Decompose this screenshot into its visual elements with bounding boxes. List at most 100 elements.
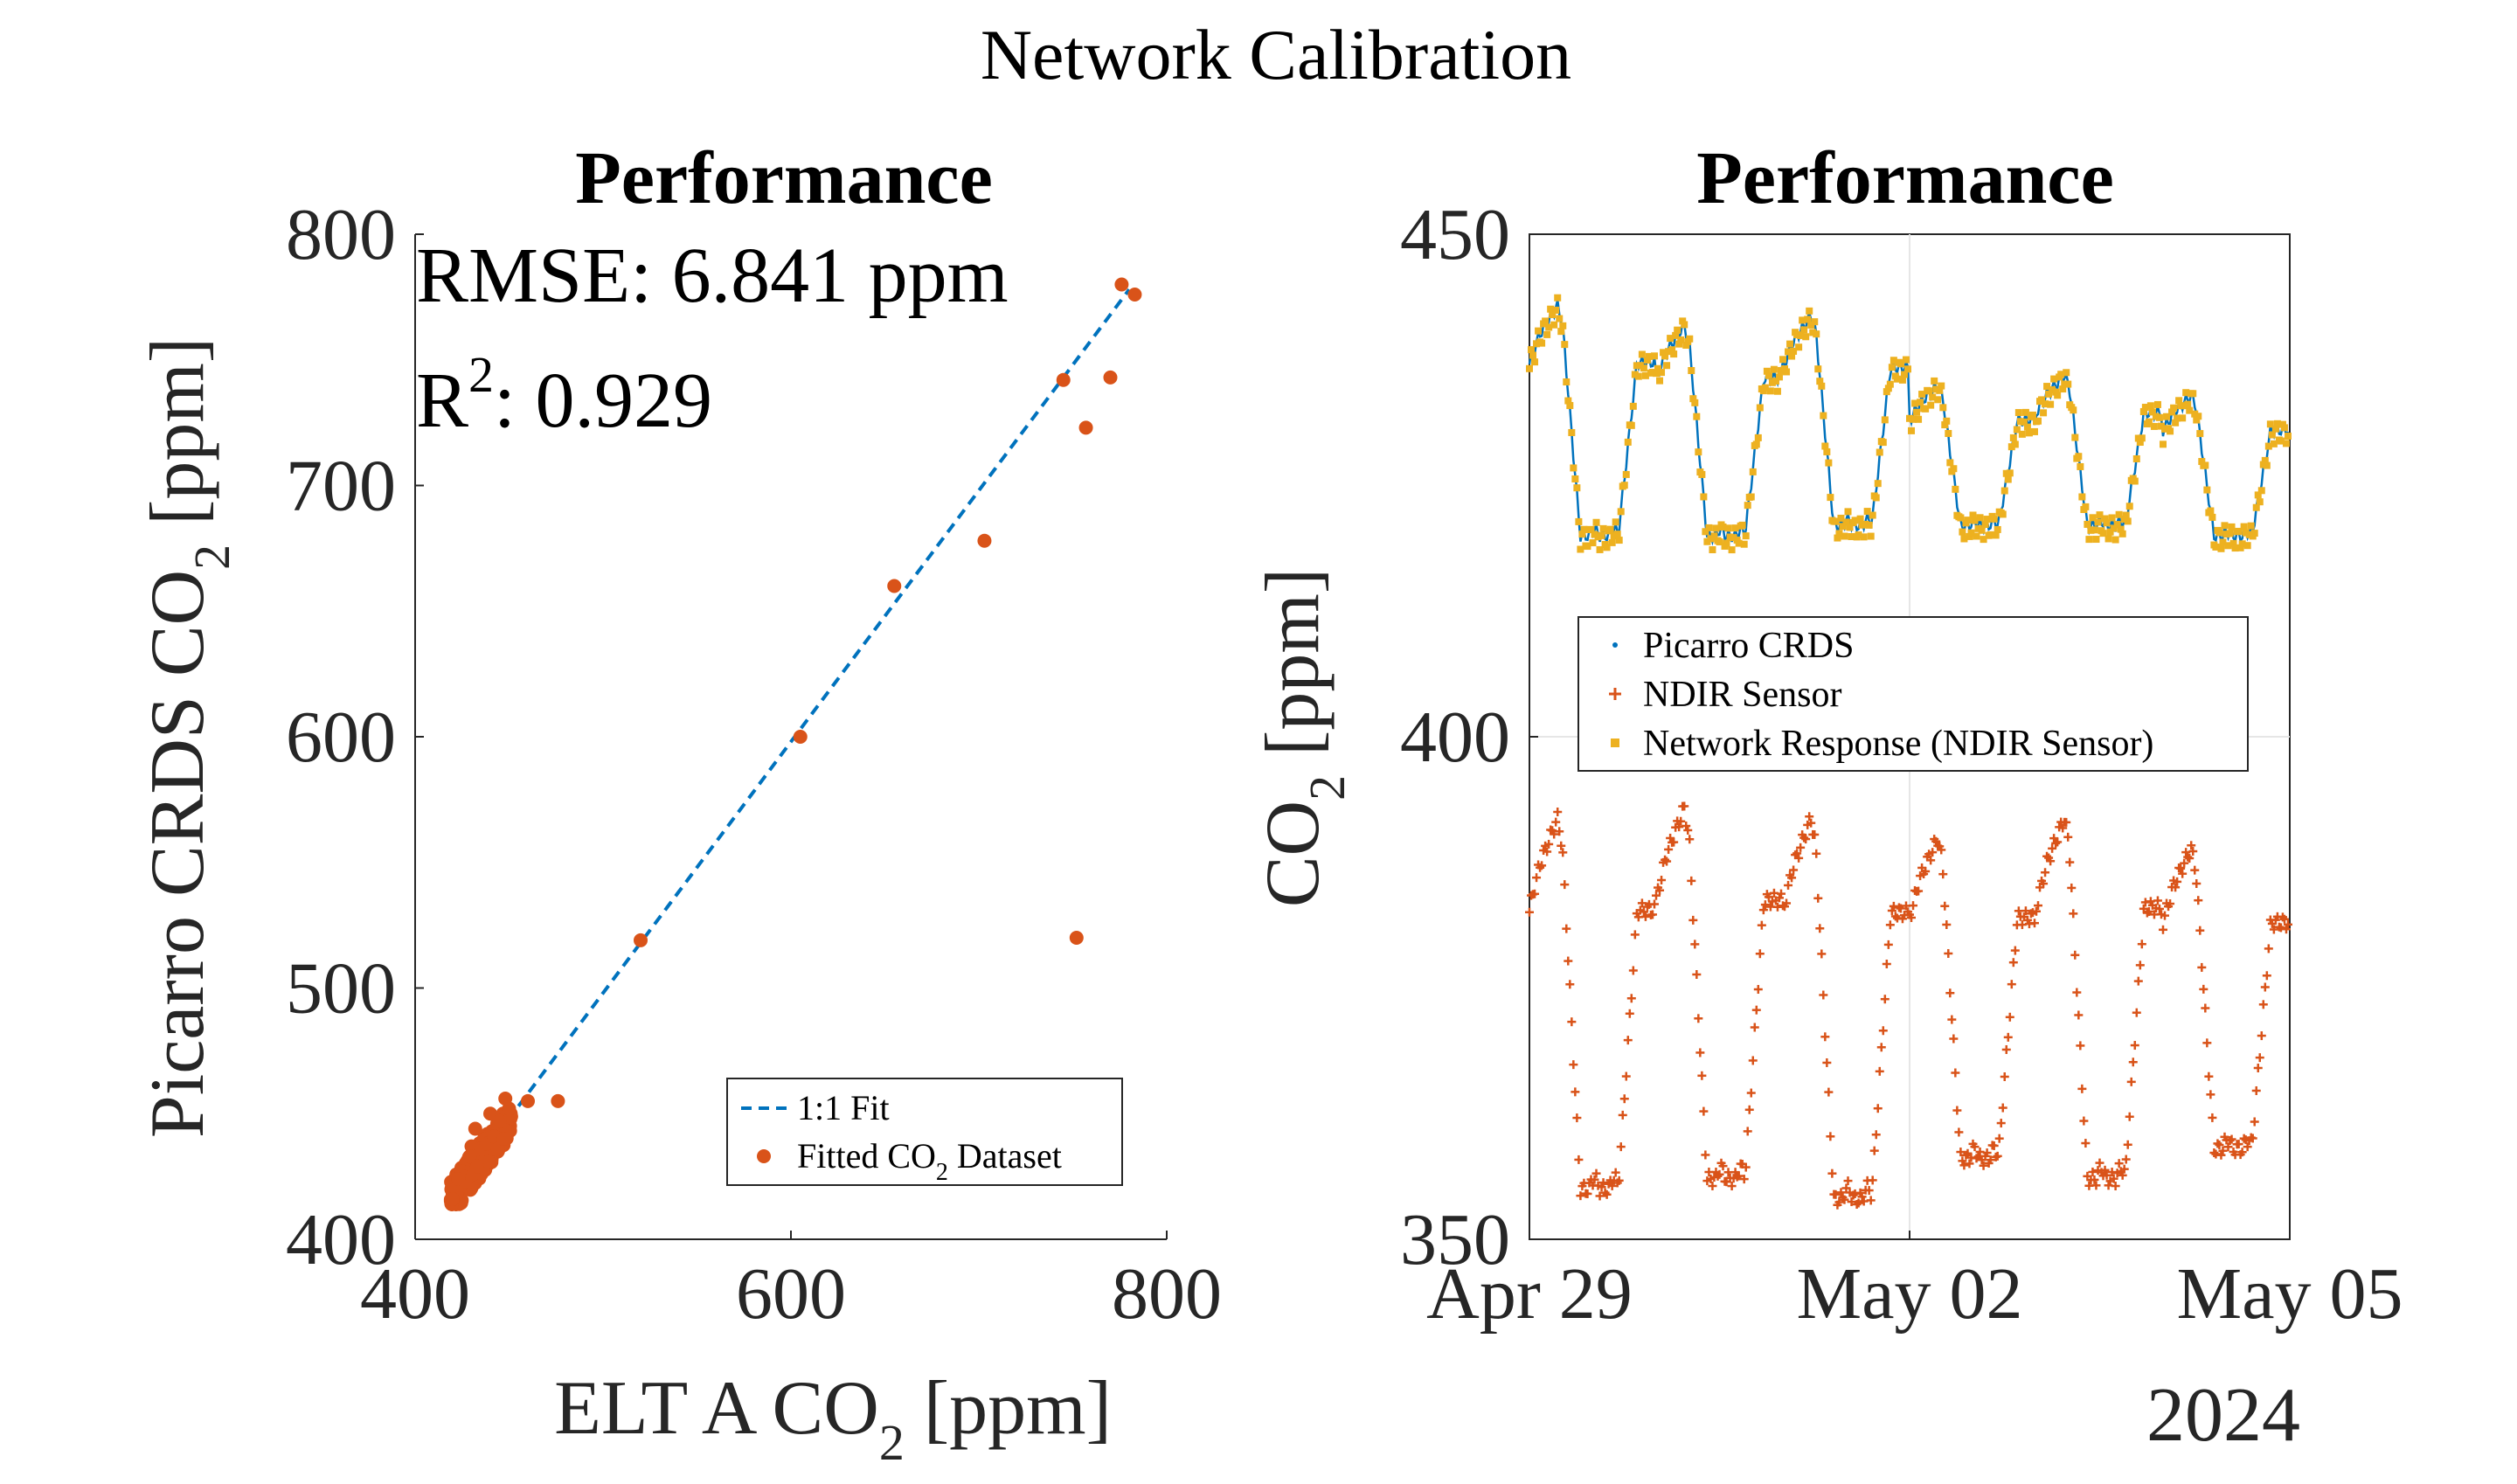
network-response-point bbox=[2077, 462, 2084, 470]
network-response-point bbox=[1610, 532, 1618, 540]
ndir-point bbox=[2091, 1181, 2101, 1190]
network-response-point bbox=[1869, 511, 1876, 519]
network-response-point bbox=[2229, 539, 2237, 547]
ndir-point bbox=[2202, 1038, 2212, 1048]
network-response-point bbox=[1946, 459, 1954, 467]
ndir-point bbox=[2171, 883, 2181, 892]
ndir-point bbox=[2039, 879, 2049, 889]
network-response-point bbox=[2139, 407, 2147, 415]
network-response-point bbox=[2103, 519, 2111, 527]
ndir-point bbox=[1914, 886, 1924, 896]
network-response-point bbox=[2261, 456, 2269, 464]
ndir-point bbox=[2279, 914, 2289, 924]
network-response-point bbox=[1726, 533, 1734, 541]
ndir-point bbox=[2132, 1008, 2141, 1017]
ndir-point bbox=[1755, 949, 1765, 959]
network-response-point bbox=[1570, 464, 1577, 472]
network-response-point bbox=[2215, 529, 2223, 537]
dataset-point bbox=[462, 1149, 477, 1164]
network-response-point bbox=[1785, 348, 1792, 356]
network-response-point bbox=[1608, 538, 1616, 546]
ndir-point bbox=[1571, 1087, 1580, 1097]
ndir-point bbox=[1896, 904, 1905, 913]
ndir-point bbox=[2257, 1031, 2266, 1041]
network-response-point bbox=[2145, 418, 2153, 426]
ndir-point bbox=[2260, 982, 2270, 992]
ndir-point bbox=[2218, 1146, 2228, 1155]
network-response-point bbox=[1742, 532, 1750, 540]
left-y-tick-label: 700 bbox=[286, 446, 396, 527]
network-response-point bbox=[2150, 422, 2158, 430]
ndir-point bbox=[1681, 822, 1691, 831]
left-legend: 1:1 Fit Fitted CO2 Dataset bbox=[726, 1078, 1123, 1186]
network-response-point bbox=[2040, 409, 2048, 417]
network-response-point bbox=[1842, 518, 1850, 526]
network-response-point bbox=[1571, 475, 1579, 482]
ndir-point bbox=[2109, 1174, 2118, 1183]
network-response-point bbox=[2138, 434, 2146, 442]
ndir-point bbox=[1847, 1197, 1856, 1207]
network-response-point bbox=[2030, 427, 2038, 435]
network-response-point bbox=[1863, 508, 1871, 516]
ndir-point bbox=[2121, 1155, 2131, 1164]
ndir-point bbox=[1810, 829, 1820, 839]
network-response-point bbox=[1939, 404, 1947, 412]
network-response-point bbox=[2089, 514, 2097, 522]
network-response-point bbox=[1648, 369, 1656, 377]
network-response-point bbox=[1816, 378, 1824, 385]
network-response-point bbox=[1665, 348, 1673, 356]
network-response-point bbox=[1545, 323, 1553, 331]
network-response-point bbox=[2020, 418, 2028, 426]
network-response-point bbox=[2226, 530, 2234, 537]
ndir-point bbox=[2269, 925, 2278, 934]
ndir-point bbox=[2255, 1053, 2264, 1063]
network-response-point bbox=[2113, 521, 2121, 529]
network-response-point bbox=[1881, 416, 1889, 424]
left-y-tick-label: 500 bbox=[286, 948, 396, 1030]
right-legend: Picarro CRDS NDIR Sensor Network Respons… bbox=[1577, 616, 2249, 772]
ndir-point bbox=[2077, 1084, 2087, 1093]
ndir-point bbox=[1782, 898, 1792, 908]
ndir-point bbox=[1776, 889, 1785, 898]
figure-suptitle: Network Calibration bbox=[981, 15, 1571, 94]
network-response-point bbox=[1811, 318, 1819, 326]
ndir-point bbox=[1574, 1155, 1584, 1164]
ndir-point bbox=[1727, 1182, 1737, 1191]
network-response-point bbox=[2085, 536, 2093, 544]
network-response-point bbox=[2170, 404, 2178, 412]
network-response-point bbox=[1596, 545, 1604, 553]
network-response-point bbox=[1973, 532, 1980, 540]
ndir-point bbox=[1685, 835, 1695, 844]
network-response-point bbox=[1934, 396, 1942, 404]
network-response-point bbox=[1886, 380, 1894, 388]
network-response-point bbox=[1557, 328, 1565, 336]
network-response-point bbox=[1915, 415, 1923, 423]
ndir-point bbox=[1947, 1015, 1957, 1024]
network-response-point bbox=[1902, 356, 1910, 364]
ndir-point bbox=[1854, 1198, 1863, 1208]
ndir-point bbox=[1680, 801, 1689, 811]
ndir-point bbox=[2144, 907, 2153, 917]
network-response-point bbox=[1799, 316, 1806, 324]
network-response-point bbox=[1821, 442, 1829, 450]
ndir-point bbox=[2225, 1136, 2235, 1146]
network-response-point bbox=[2268, 431, 2276, 439]
network-response-point bbox=[1674, 326, 1681, 334]
legend-dataset-label: Fitted CO2 Dataset bbox=[797, 1136, 1062, 1186]
ndir-point bbox=[1567, 1017, 1577, 1027]
network-response-point bbox=[2212, 543, 2220, 551]
ndir-point bbox=[1662, 856, 1672, 866]
legend-network-label: Network Response (NDIR Sensor) bbox=[1643, 724, 2153, 764]
ndir-point bbox=[1938, 870, 1948, 879]
ndir-point bbox=[2197, 962, 2207, 972]
network-response-point bbox=[2078, 493, 2086, 501]
network-response-point bbox=[1730, 534, 1737, 542]
network-response-point bbox=[2182, 389, 2190, 397]
network-response-point bbox=[1925, 387, 1933, 395]
ndir-point bbox=[1789, 865, 1799, 875]
network-response-point bbox=[1876, 448, 1883, 456]
ndir-point bbox=[2195, 926, 2205, 935]
dataset-point bbox=[498, 1092, 513, 1106]
network-response-point bbox=[1889, 357, 1897, 364]
